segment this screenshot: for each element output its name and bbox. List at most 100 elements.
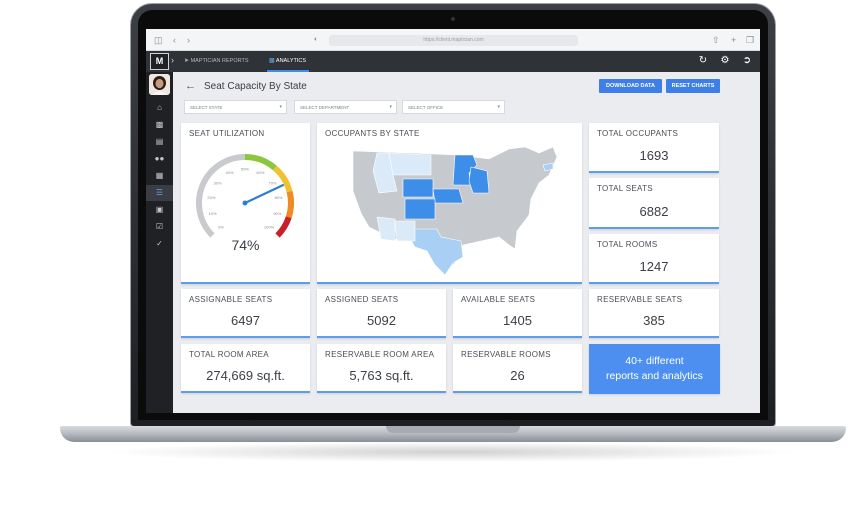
select-department-dropdown[interactable]: SELECT DEPARTMENT ▾	[294, 100, 397, 114]
gauge-tick-label: 0%	[218, 225, 224, 230]
card-value: 6497	[231, 313, 260, 328]
reservable-rooms-card: RESERVABLE ROOMS 26	[453, 344, 582, 393]
refresh-icon[interactable]: ↻	[698, 55, 708, 66]
paper-plane-icon: ➤	[184, 58, 190, 64]
promo-line-1: 40+ different	[625, 355, 684, 367]
sidebar-toggle-icon[interactable]: ◫	[154, 35, 163, 45]
card-value: 26	[510, 368, 525, 383]
card-value: 385	[643, 313, 665, 328]
gauge-tick-label: 10%	[209, 211, 217, 216]
new-tab-icon[interactable]: +	[731, 35, 737, 45]
url-bar[interactable]: https://client.maptician.com	[329, 35, 578, 46]
select-state-dropdown[interactable]: SELECT STATE ▾	[184, 100, 287, 114]
map-state-new-mexico	[394, 220, 416, 242]
logout-icon[interactable]: ➲	[742, 55, 752, 66]
user-avatar[interactable]	[149, 74, 170, 95]
gear-icon[interactable]: ⚙	[720, 55, 730, 66]
id-card-icon[interactable]: ▦	[155, 171, 164, 180]
gauge-hub	[242, 200, 248, 206]
gauge-band	[244, 154, 277, 171]
download-data-button[interactable]: DOWNLOAD DATA	[599, 79, 662, 93]
gauge-tick-label: 60%	[256, 170, 264, 175]
map-state-minnesota	[452, 154, 478, 186]
gauge-tick-label: 100%	[264, 225, 275, 230]
back-nav-icon[interactable]: ‹	[173, 35, 176, 45]
map-state-texas	[408, 228, 464, 276]
gauge-tick-label: 70%	[268, 181, 276, 186]
privacy-icon: ◐	[314, 36, 319, 43]
chevron-down-icon: ▾	[279, 104, 282, 110]
occupants-by-state-card: OCCUPANTS BY STATE	[317, 123, 582, 284]
total-occupants-card: TOTAL OCCUPANTS 1693	[589, 123, 719, 173]
reservable-room-area-card: RESERVABLE ROOM AREA 5,763 sq.ft.	[317, 344, 446, 393]
map-state-wyoming	[402, 178, 434, 198]
tab-analytics[interactable]: ▩ ANALYTICS	[267, 51, 310, 72]
card-title: RESERVABLE ROOMS	[461, 350, 551, 359]
gauge-tick-label: 80%	[275, 195, 283, 200]
card-title: TOTAL SEATS	[597, 184, 653, 193]
home-icon[interactable]: ⌂	[157, 103, 162, 112]
share-icon[interactable]: ⇧	[712, 35, 720, 45]
app-logo[interactable]: M	[150, 53, 169, 70]
dropdown-placeholder: SELECT OFFICE	[408, 105, 444, 110]
map-state-wisconsin	[468, 166, 490, 194]
tab-maptician-reports[interactable]: ➤ MAPTICIAN REPORTS	[182, 51, 249, 72]
chevron-right-icon[interactable]: ›	[171, 55, 174, 65]
tab-label: MAPTICIAN REPORTS	[190, 58, 249, 64]
sidebar: ⌂ ▩ ▤ ●● ▦ ☰ ▣ ☑ ✓	[146, 72, 173, 413]
tabs-icon[interactable]: ❐	[746, 35, 755, 45]
briefcase-icon[interactable]: ▩	[155, 120, 164, 129]
gauge-tick-label: 40%	[226, 170, 234, 175]
utilization-value: 74%	[231, 237, 260, 253]
card-title: TOTAL ROOM AREA	[189, 350, 269, 359]
card-value: 1247	[639, 259, 669, 274]
card-value: 5092	[367, 313, 396, 328]
badge-icon[interactable]: ▣	[155, 205, 164, 214]
app-navbar: M › ➤ MAPTICIAN REPORTS ▩ ANALYTICS ↻ ⚙ …	[146, 51, 760, 72]
gauge-tick-label: 30%	[213, 181, 221, 186]
laptop-base	[60, 426, 846, 442]
screen: ◫ ‹ › ◐ https://client.maptician.com ⇧ +…	[146, 29, 760, 413]
card-title: ASSIGNED SEATS	[325, 295, 399, 304]
bar-chart-icon: ▩	[269, 58, 275, 64]
map-state-colorado	[404, 198, 436, 220]
card-title: ASSIGNABLE SEATS	[189, 295, 273, 304]
available-seats-card: AVAILABLE SEATS 1405	[453, 289, 582, 338]
card-value: 1693	[639, 148, 669, 163]
card-value: 274,669 sq.ft.	[206, 368, 285, 383]
gauge-band	[196, 154, 246, 238]
laptop-notch	[386, 426, 520, 433]
check-icon[interactable]: ✓	[156, 239, 163, 248]
us-map[interactable]	[339, 141, 559, 281]
card-title: TOTAL OCCUPANTS	[597, 129, 679, 138]
gauge-band	[285, 190, 294, 219]
chevron-down-icon: ▾	[497, 104, 500, 110]
card-title: SEAT UTILIZATION	[189, 129, 265, 138]
forward-nav-icon[interactable]: ›	[187, 35, 190, 45]
card-title: TOTAL ROOMS	[597, 240, 658, 249]
laptop-shadow	[100, 442, 800, 462]
gauge-band	[275, 216, 292, 238]
assigned-seats-card: ASSIGNED SEATS 5092	[317, 289, 446, 338]
reset-charts-button[interactable]: RESET CHARTS	[666, 79, 720, 93]
chevron-down-icon: ▾	[389, 104, 392, 110]
document-icon[interactable]: ▤	[155, 137, 164, 146]
card-value: 1405	[503, 313, 532, 328]
back-arrow-icon[interactable]: ←	[185, 80, 196, 92]
gauge-tick-label: 90%	[273, 211, 281, 216]
map-state-arizona	[376, 216, 396, 242]
gauge-needle	[243, 184, 285, 205]
list-icon[interactable]: ☰	[146, 185, 173, 201]
browser-bar: ◫ ‹ › ◐ https://client.maptician.com ⇧ +…	[146, 29, 760, 51]
select-office-dropdown[interactable]: SELECT OFFICE ▾	[402, 100, 505, 114]
card-title: AVAILABLE SEATS	[461, 295, 536, 304]
users-icon[interactable]: ●●	[154, 154, 165, 163]
map-state-nebraska	[432, 188, 464, 204]
gauge-tick-label: 20%	[207, 195, 215, 200]
card-title: RESERVABLE ROOM AREA	[325, 350, 435, 359]
tab-label: ANALYTICS	[275, 58, 307, 64]
card-title: RESERVABLE SEATS	[597, 295, 683, 304]
card-value: 5,763 sq.ft.	[349, 368, 414, 383]
checklist-icon[interactable]: ☑	[155, 222, 164, 231]
